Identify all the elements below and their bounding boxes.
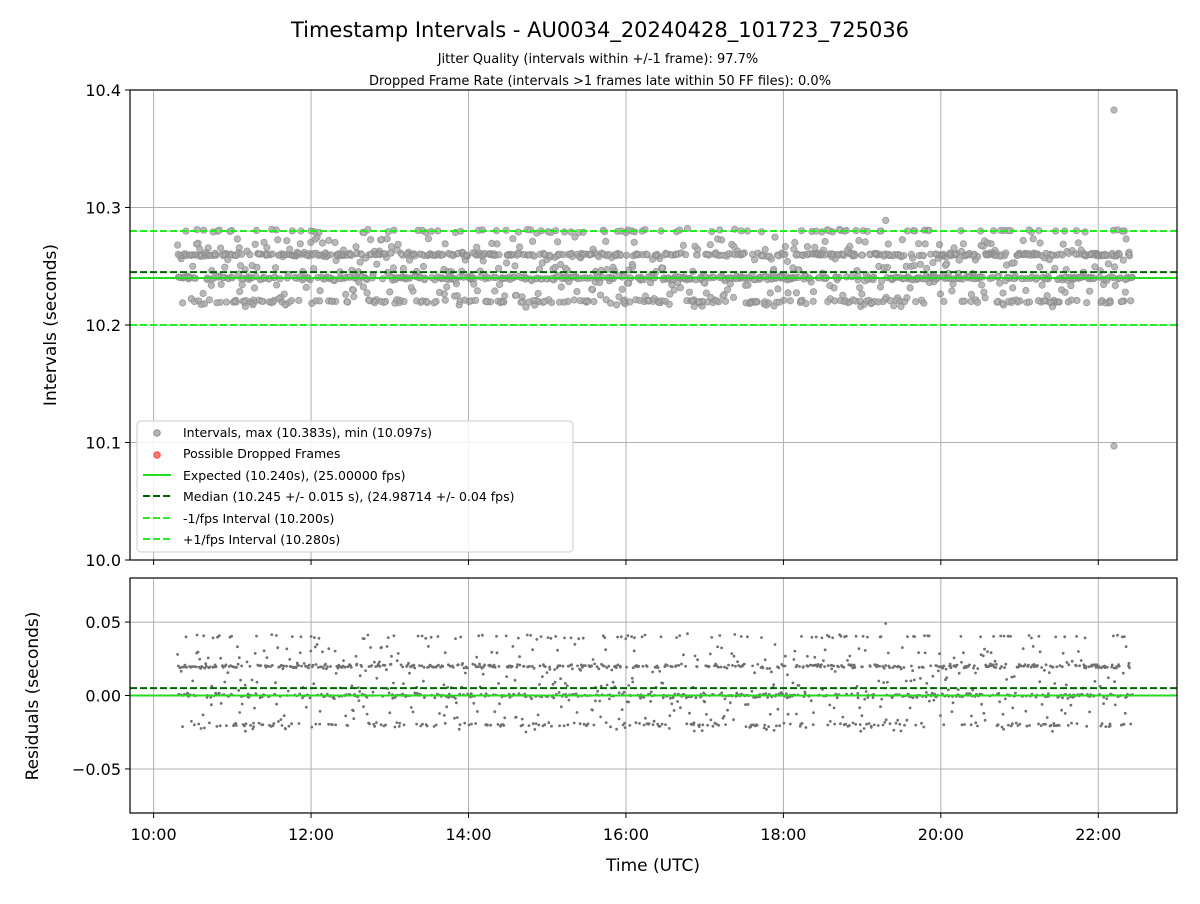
legend-label-intervals: Intervals, max (10.383s), min (10.097s)	[183, 425, 432, 440]
legend-label-dropped-frames: Possible Dropped Frames	[183, 446, 340, 461]
x-tick-label: 18:00	[760, 825, 806, 844]
intervals-y-tick-label: 10.1	[85, 434, 121, 453]
x-axis-label: Time (UTC)	[605, 856, 700, 876]
intervals-reference-lines	[130, 230, 1177, 326]
residuals-panel: 10:00 12:00 14:00 16:00 18:00 20:00 22:00 0.05 0…	[23, 577, 1178, 876]
legend-label-plus-fps: +1/fps Interval (10.280s)	[183, 532, 340, 547]
residual-points	[176, 622, 1134, 734]
residuals-y-tick-label: −0.05	[72, 760, 121, 779]
intervals-ticks: 10.0 10.1 10.2 10.3 10.4	[85, 81, 1099, 570]
x-tick-label: 20:00	[918, 825, 964, 844]
intervals-y-tick-label: 10.3	[85, 199, 121, 218]
chart-title: Timestamp Intervals - AU0034_20240428_10…	[290, 18, 909, 43]
intervals-y-axis-label: Intervals (seconds)	[41, 244, 61, 406]
residuals-ticks: 10:00 12:00 14:00 16:00 18:00 20:00 22:00 0.05 0…	[72, 613, 1121, 844]
legend-item-plus-fps: +1/fps Interval (10.280s)	[143, 532, 340, 547]
legend-marker-intervals	[153, 429, 161, 437]
intervals-y-tick-label: 10.2	[85, 316, 121, 335]
residuals-y-tick-label: 0.05	[85, 613, 121, 632]
residuals-y-tick-label: 0.00	[85, 687, 121, 706]
legend-marker-dropped-frames	[153, 451, 161, 459]
x-tick-label: 14:00	[445, 825, 491, 844]
legend-label-expected: Expected (10.240s), (25.00000 fps)	[183, 468, 405, 483]
intervals-panel: 10.0 10.1 10.2 10.3 10.4 Intervals (seconds)…	[41, 81, 1178, 570]
x-tick-label: 16:00	[603, 825, 649, 844]
residuals-reference-lines	[130, 687, 1177, 697]
legend-item-intervals: Intervals, max (10.383s), min (10.097s)	[153, 425, 432, 440]
legend-label-median: Median (10.245 +/- 0.015 s), (24.98714 +…	[183, 489, 514, 504]
legend-item-minus-fps: -1/fps Interval (10.200s)	[143, 511, 334, 526]
residuals-y-axis-label: Residuals (seconds)	[23, 612, 43, 781]
x-tick-label: 10:00	[131, 825, 177, 844]
residuals-points	[176, 622, 1134, 734]
chart-subtitle-jitter: Jitter Quality (intervals within +/-1 fr…	[437, 52, 759, 67]
legend-item-dropped-frames: Possible Dropped Frames	[153, 446, 340, 461]
legend: Intervals, max (10.383s), min (10.097s) …	[136, 420, 574, 553]
legend-label-minus-fps: -1/fps Interval (10.200s)	[183, 511, 334, 526]
legend-item-median: Median (10.245 +/- 0.015 s), (24.98714 +…	[143, 489, 514, 504]
legend-box	[136, 420, 574, 553]
legend-item-expected: Expected (10.240s), (25.00000 fps)	[143, 468, 405, 483]
x-tick-label: 22:00	[1075, 825, 1121, 844]
intervals-y-tick-label: 10.0	[85, 551, 121, 570]
intervals-y-tick-label: 10.4	[85, 81, 121, 100]
chart-subtitle-dropped: Dropped Frame Rate (intervals >1 frames …	[369, 74, 831, 89]
x-tick-label: 12:00	[288, 825, 334, 844]
